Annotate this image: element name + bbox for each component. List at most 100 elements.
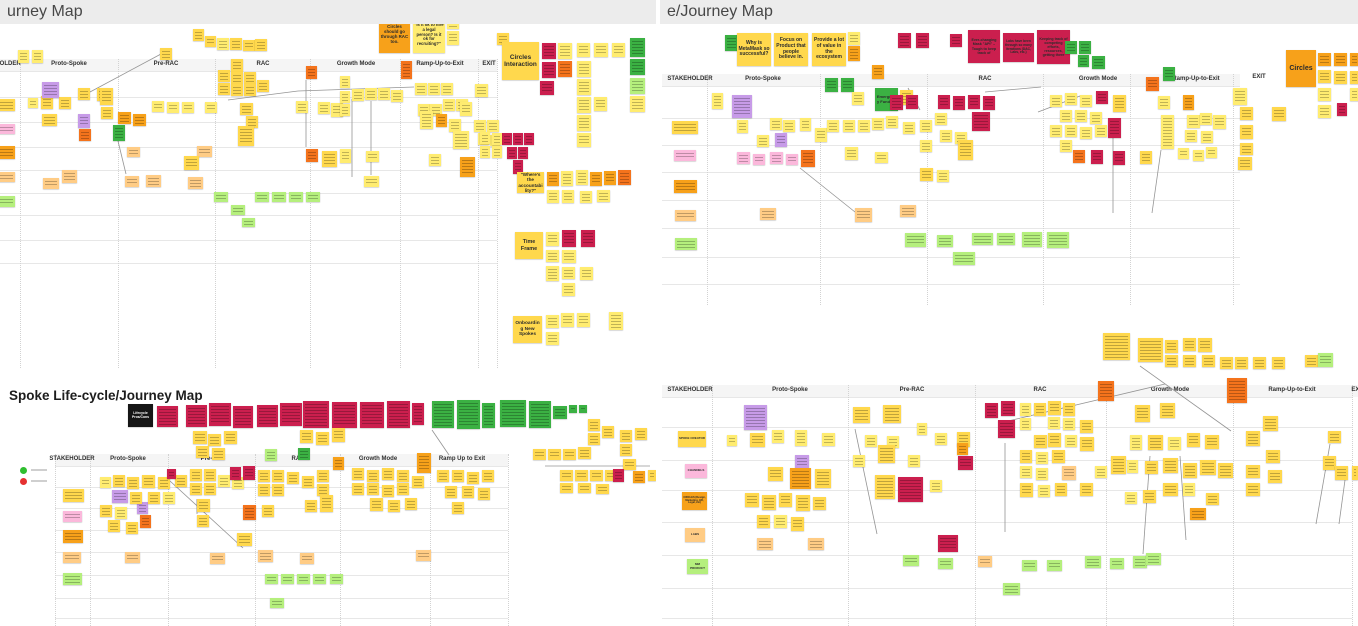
sticky-note[interactable] xyxy=(546,232,559,246)
sticky-note[interactable] xyxy=(0,146,15,159)
sticky-note[interactable] xyxy=(1146,77,1159,91)
sticky-note[interactable] xyxy=(1263,416,1278,431)
sticky-note[interactable] xyxy=(1020,483,1033,497)
sticky-note[interactable] xyxy=(1113,151,1125,165)
sticky-note[interactable] xyxy=(378,88,390,100)
sticky-note[interactable] xyxy=(1113,95,1126,112)
sticky-note[interactable] xyxy=(340,76,350,88)
sticky-note[interactable] xyxy=(0,99,15,111)
sticky-note[interactable] xyxy=(548,449,561,460)
sticky-note[interactable] xyxy=(205,102,217,113)
sticky-note[interactable] xyxy=(255,39,267,51)
sticky-note[interactable] xyxy=(244,84,256,96)
sticky-note[interactable] xyxy=(1337,103,1347,116)
sticky-note[interactable] xyxy=(1095,125,1107,137)
sticky-note[interactable] xyxy=(1193,150,1204,161)
sticky-note[interactable] xyxy=(208,434,221,446)
sticky-note[interactable] xyxy=(388,500,400,512)
sticky-note[interactable] xyxy=(1020,418,1031,430)
sticky-note[interactable] xyxy=(1334,53,1347,66)
sticky-note[interactable] xyxy=(1047,232,1069,248)
sticky-note[interactable] xyxy=(231,205,245,215)
sticky-note[interactable] xyxy=(500,400,526,427)
sticky-note[interactable] xyxy=(41,96,53,109)
sticky-note[interactable] xyxy=(562,250,576,263)
sticky-note[interactable] xyxy=(182,102,194,113)
sticky-note[interactable] xyxy=(190,469,202,481)
sticky-note[interactable] xyxy=(243,466,255,480)
sticky-note[interactable] xyxy=(845,147,858,160)
sticky-note[interactable] xyxy=(1135,405,1150,422)
sticky-note[interactable] xyxy=(303,401,329,428)
sticky-note[interactable] xyxy=(972,233,993,245)
sticky-note[interactable] xyxy=(1163,67,1175,81)
sticky-note[interactable] xyxy=(768,467,783,481)
sticky-note[interactable] xyxy=(1190,508,1206,520)
sticky-note[interactable] xyxy=(597,190,610,202)
sticky-note[interactable] xyxy=(920,120,932,132)
sticky-note[interactable] xyxy=(167,102,179,113)
sticky-note[interactable] xyxy=(193,29,204,41)
sticky-note[interactable] xyxy=(1246,431,1260,446)
sticky-note[interactable] xyxy=(507,147,517,159)
sticky-note-labeled[interactable]: Circles Interaction xyxy=(502,42,539,80)
sticky-note[interactable] xyxy=(1213,115,1226,129)
sticky-note-labeled[interactable]: Circles xyxy=(1286,50,1316,87)
sticky-note[interactable] xyxy=(900,205,916,217)
sticky-note[interactable] xyxy=(382,468,394,480)
sticky-note[interactable] xyxy=(1063,403,1075,416)
sticky-note[interactable] xyxy=(1200,113,1212,125)
sticky-note[interactable] xyxy=(577,133,591,147)
sticky-note[interactable] xyxy=(197,499,210,512)
sticky-note[interactable] xyxy=(808,538,824,550)
sticky-note[interactable] xyxy=(561,171,573,186)
sticky-note[interactable] xyxy=(306,192,320,202)
sticky-note[interactable] xyxy=(204,469,216,481)
sticky-note[interactable] xyxy=(1206,147,1217,158)
sticky-note[interactable] xyxy=(186,405,207,427)
sticky-note[interactable] xyxy=(635,428,647,440)
sticky-note[interactable] xyxy=(1048,417,1060,429)
sticky-note[interactable] xyxy=(137,502,148,514)
sticky-note[interactable] xyxy=(1205,435,1219,449)
sticky-note[interactable] xyxy=(298,448,310,460)
sticky-note[interactable] xyxy=(1201,131,1213,143)
sticky-note[interactable] xyxy=(581,230,595,247)
sticky-note[interactable] xyxy=(524,133,534,145)
sticky-note[interactable] xyxy=(1146,553,1161,565)
sticky-note[interactable] xyxy=(243,40,255,51)
sticky-note[interactable] xyxy=(623,459,636,470)
sticky-note-labeled[interactable]: Ever-changing Mask "API" – Tough to keep… xyxy=(968,30,1000,63)
sticky-note[interactable] xyxy=(1034,435,1047,448)
sticky-note[interactable] xyxy=(1350,88,1358,101)
sticky-note[interactable] xyxy=(242,218,255,227)
sticky-note[interactable] xyxy=(272,484,284,496)
sticky-note[interactable] xyxy=(675,210,696,221)
sticky-note[interactable] xyxy=(42,82,59,98)
sticky-note[interactable] xyxy=(237,533,252,546)
sticky-note[interactable] xyxy=(79,129,91,141)
sticky-note[interactable] xyxy=(210,553,225,564)
sticky-note[interactable] xyxy=(1050,95,1062,107)
sticky-note[interactable] xyxy=(405,498,417,510)
sticky-note[interactable] xyxy=(1163,458,1178,473)
sticky-note[interactable] xyxy=(883,405,901,423)
sticky-note[interactable] xyxy=(125,552,140,563)
sticky-note[interactable] xyxy=(1111,456,1126,474)
sticky-note[interactable] xyxy=(529,401,551,428)
sticky-note[interactable] xyxy=(370,498,383,511)
sticky-note[interactable] xyxy=(420,111,433,129)
sticky-note[interactable] xyxy=(443,99,455,111)
sticky-note[interactable] xyxy=(620,444,632,456)
sticky-note[interactable] xyxy=(744,405,767,430)
sticky-note[interactable] xyxy=(0,124,15,134)
sticky-note[interactable] xyxy=(950,34,962,47)
sticky-note[interactable] xyxy=(938,535,958,552)
sticky-note[interactable] xyxy=(1318,105,1331,118)
sticky-note[interactable] xyxy=(930,480,942,492)
sticky-note-labeled[interactable]: Onboarding New Spokes xyxy=(513,316,542,343)
sticky-note[interactable] xyxy=(1200,460,1216,475)
sticky-note[interactable] xyxy=(1130,435,1142,450)
sticky-note[interactable] xyxy=(367,470,379,482)
sticky-note[interactable] xyxy=(1125,492,1137,504)
